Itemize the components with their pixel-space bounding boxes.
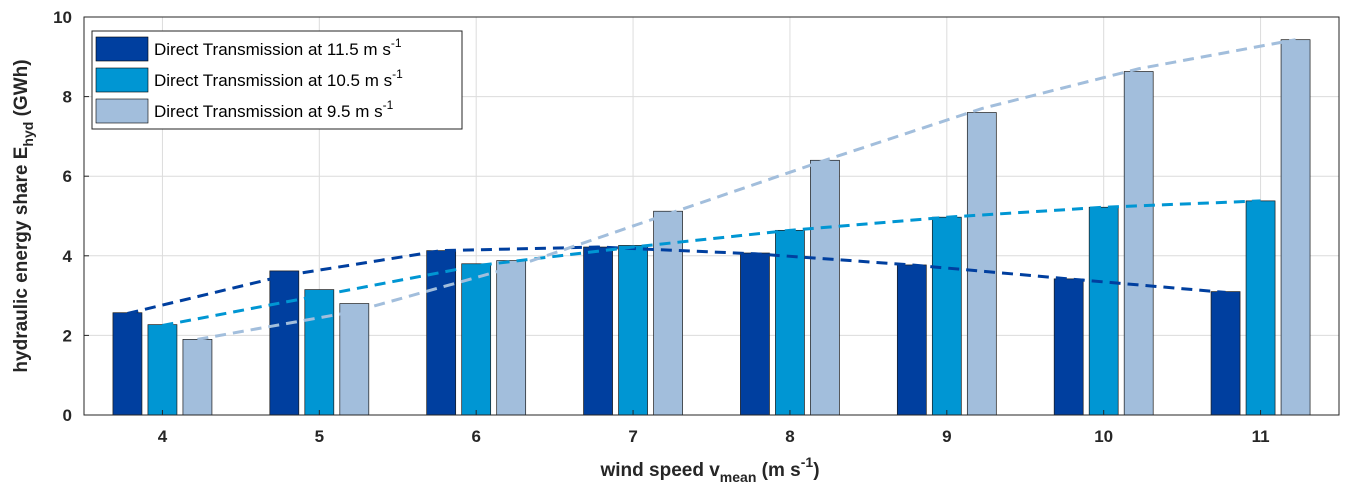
bar-series-2-8: [775, 229, 805, 416]
legend-label-series-1: Direct Transmission at 11.5 m s-1: [154, 36, 402, 59]
x-tick-label-5: 5: [315, 427, 324, 446]
bar-series-3-8: [810, 159, 840, 416]
y-tick-label-4: 4: [63, 247, 73, 266]
y-axis-title: hydraulic energy share Ehyd (GWh): [11, 59, 36, 372]
y-tick-label-10: 10: [53, 8, 72, 27]
legend-label-series-3: Direct Transmission at 9.5 m s-1: [154, 98, 394, 121]
x-axis-ticks: 4 5 6 7 8 9 10 11: [158, 410, 1270, 446]
bar-series-2-4: [147, 324, 178, 416]
bar-series-3-11: [1280, 39, 1311, 416]
bar-series-3-7: [653, 210, 683, 416]
legend-label-series-2: Direct Transmission at 10.5 m s-1: [154, 67, 403, 90]
bar-series-1-9: [896, 264, 927, 416]
legend-swatch-series-1: [95, 36, 149, 62]
bar-series-1-5: [269, 270, 300, 416]
plot-area-border: [83, 16, 1340, 416]
bar-series-1-7: [583, 246, 613, 416]
bar-series-2-10: [1088, 206, 1119, 416]
bar-series-2-5: [304, 289, 335, 416]
x-tick-label-10: 10: [1094, 427, 1113, 446]
trend-line-series-3: [197, 38, 1296, 341]
bar-series-2-9: [931, 216, 962, 416]
y-axis-ticks: 0 2 4 6 8 10: [53, 8, 89, 425]
x-tick-label-7: 7: [628, 427, 637, 446]
y-tick-label-2: 2: [63, 326, 72, 345]
trend-line-series-2: [162, 199, 1261, 327]
trend-line-series-1: [127, 245, 1226, 315]
x-tick-label-9: 9: [942, 427, 951, 446]
bar-series-3-5: [339, 303, 370, 416]
legend-box: [91, 30, 463, 130]
trend-lines-group: [127, 38, 1296, 341]
bar-series-2-11: [1245, 200, 1276, 416]
legend-swatch-series-3: [95, 98, 149, 124]
x-tick-label-6: 6: [471, 427, 480, 446]
bar-series-1-10: [1053, 278, 1084, 416]
bar-series-1-11: [1210, 291, 1241, 416]
bar-series-1-6: [426, 250, 457, 416]
bar-series-1-4: [112, 312, 143, 416]
bar-series-3-6: [496, 260, 527, 416]
bar-series-3-9: [966, 112, 997, 416]
bar-series-1-8: [740, 252, 770, 416]
x-tick-label-8: 8: [785, 427, 794, 446]
x-tick-label-11: 11: [1252, 427, 1270, 446]
bars-group: [112, 39, 1311, 416]
x-axis-title: wind speed vmean (m s-1): [599, 454, 819, 485]
bar-series-3-4: [182, 339, 213, 416]
x-tick-label-4: 4: [158, 427, 168, 446]
bar-series-3-10: [1123, 71, 1154, 416]
legend: Direct Transmission at 11.5 m s-1 Direct…: [91, 30, 463, 130]
y-tick-label-6: 6: [63, 167, 72, 186]
bar-series-2-6: [461, 263, 492, 416]
legend-swatch-series-2: [95, 67, 149, 93]
y-tick-label-0: 0: [63, 406, 72, 425]
y-tick-label-8: 8: [63, 88, 72, 107]
bar-series-2-7: [618, 245, 648, 416]
